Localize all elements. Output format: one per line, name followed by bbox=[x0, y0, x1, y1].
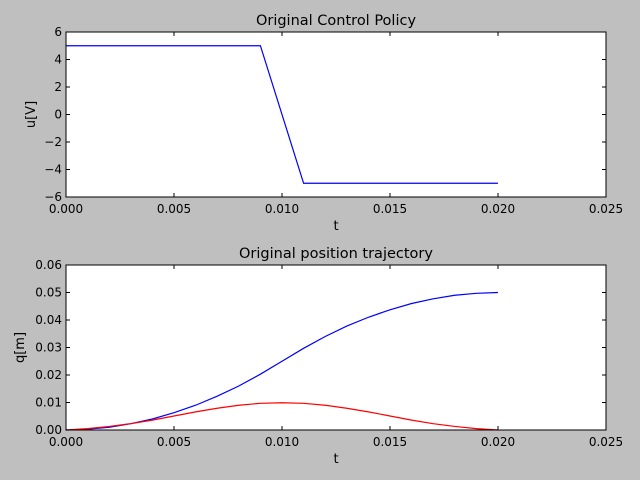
y-tick-label: 0.01 bbox=[35, 396, 62, 410]
x-tick-label: 0.010 bbox=[265, 202, 299, 216]
x-tick-label: 0.015 bbox=[373, 202, 407, 216]
x-tick-label: 0.005 bbox=[157, 435, 191, 449]
x-ticks: 0.000 0.005 0.010 0.015 0.020 0.025 bbox=[49, 32, 623, 216]
series-line-0 bbox=[66, 45, 498, 184]
y-tick-label: 0.04 bbox=[35, 313, 62, 327]
y-tick-label: −2 bbox=[44, 135, 62, 149]
y-tick-label: 0.02 bbox=[35, 368, 62, 382]
x-tick-label: 0.025 bbox=[589, 435, 623, 449]
y-tick-label: −4 bbox=[44, 163, 62, 177]
x-axis-label: t bbox=[333, 452, 338, 467]
y-tick-label: 6 bbox=[54, 25, 62, 39]
chart-title: Original position trajectory bbox=[239, 246, 433, 262]
series-lines bbox=[66, 45, 498, 184]
x-ticks: 0.000 0.005 0.010 0.015 0.020 0.025 bbox=[49, 265, 623, 449]
y-tick-label: 0.00 bbox=[35, 423, 62, 437]
x-axis-label: t bbox=[333, 219, 338, 234]
position-trajectory-chart: 0.000 0.005 0.010 0.015 0.020 0.025 0.060.050… bbox=[13, 246, 623, 467]
series-line-1 bbox=[65, 402, 499, 431]
plot-frame bbox=[65, 264, 607, 431]
x-tick-label: 0.010 bbox=[265, 435, 299, 449]
chart-title: Original Control Policy bbox=[256, 13, 416, 29]
y-tick-label: 4 bbox=[54, 53, 62, 67]
plot-frame bbox=[65, 31, 607, 198]
y-tick-label: 0.05 bbox=[35, 286, 62, 300]
control-policy-chart: 0.000 0.005 0.010 0.015 0.020 0.025 6 4 2 0 −2 −4 −… bbox=[24, 13, 623, 234]
plot-area bbox=[66, 265, 606, 430]
y-ticks: 0.06 0.05 0.04 0.03 0.02 0.01 0.00 bbox=[35, 258, 606, 437]
x-tick-label: 0.020 bbox=[481, 435, 515, 449]
series-lines bbox=[65, 291, 499, 431]
y-tick-label: 0 bbox=[54, 108, 62, 122]
y-tick-label: 0.06 bbox=[35, 258, 62, 272]
x-tick-label: 0.015 bbox=[373, 435, 407, 449]
y-axis-label: u[V] bbox=[24, 101, 39, 128]
y-tick-label: −6 bbox=[44, 190, 62, 204]
x-tick-label: 0.000 bbox=[49, 435, 83, 449]
x-tick-label: 0.000 bbox=[49, 202, 83, 216]
x-tick-label: 0.005 bbox=[157, 202, 191, 216]
x-tick-label: 0.020 bbox=[481, 202, 515, 216]
y-ticks: 6 4 2 0 −2 −4 −6 bbox=[44, 25, 606, 204]
plot-area bbox=[66, 32, 606, 197]
x-tick-label: 0.025 bbox=[589, 202, 623, 216]
y-tick-label: 0.03 bbox=[35, 341, 62, 355]
y-tick-label: 2 bbox=[54, 80, 62, 94]
y-axis-label: q[m] bbox=[13, 332, 28, 363]
